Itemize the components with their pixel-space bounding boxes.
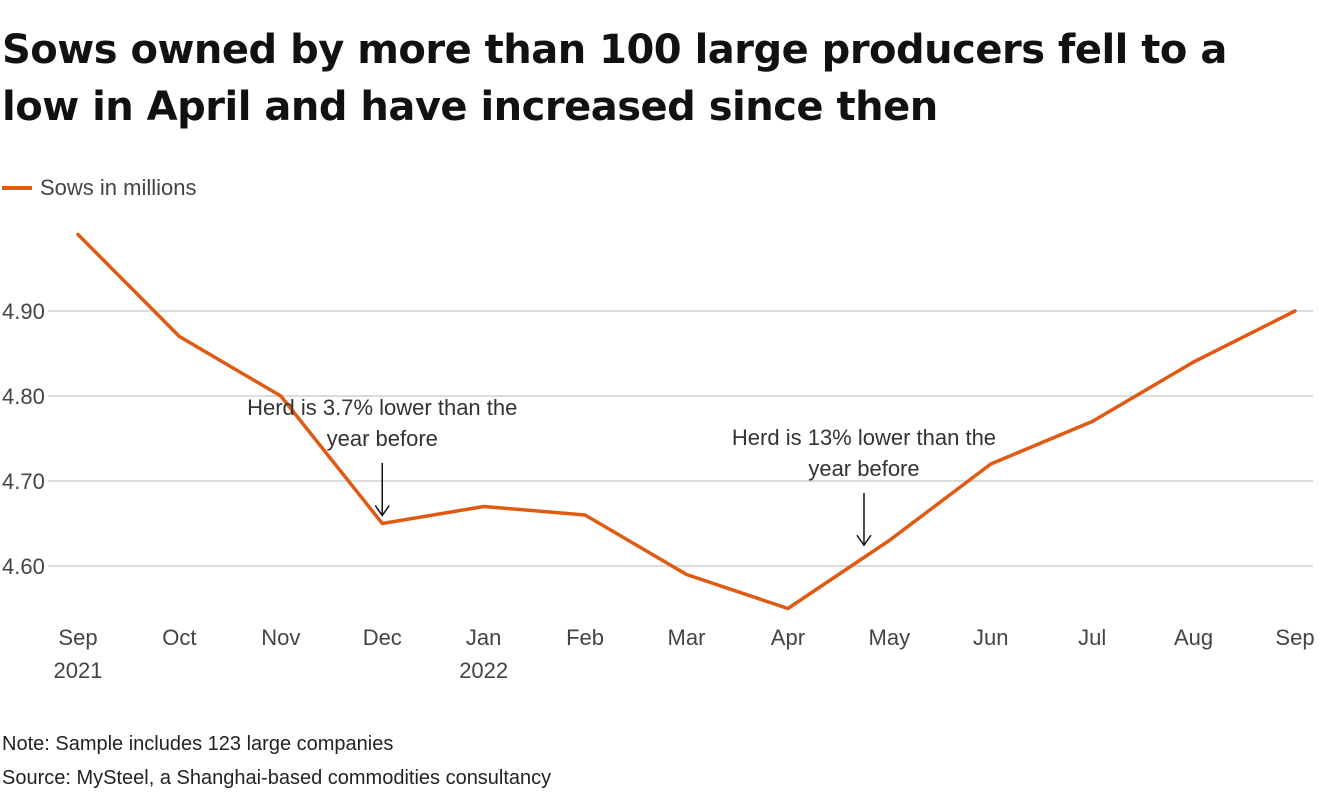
x-tick-label: Sep [1275,625,1314,650]
annotation-text: Herd is 13% lower than the [732,425,996,450]
x-tick-label: Apr [771,625,805,650]
x-tick-label: Feb [566,625,604,650]
y-tick-label: 4.60 [2,554,45,579]
x-tick-label: Nov [261,625,300,650]
legend: Sows in millions [2,175,197,201]
x-tick-label: Aug [1174,625,1213,650]
chart-note: Note: Sample includes 123 large companie… [2,733,394,755]
x-tick-label: Mar [668,625,706,650]
y-tick-label: 4.80 [2,384,45,409]
chart-source: Source: MySteel, a Shanghai-based commod… [2,767,552,789]
x-tick-label: Jul [1078,625,1106,650]
x-tick-label: May [869,625,911,650]
chart-title: Sows owned by more than 100 large produc… [2,27,1227,130]
x-tick-label: Jan [466,625,501,650]
annotation-arrowhead [856,534,872,547]
y-tick-label: 4.90 [2,299,45,324]
legend-label: Sows in millions [40,175,197,200]
annotation-arrowhead [374,505,390,517]
series-line [76,232,1297,611]
annotation-text: year before [327,426,438,451]
legend-swatch [2,186,32,190]
y-tick-label: 4.70 [2,469,45,494]
x-tick-label: Oct [162,625,196,650]
x-tick-label: Dec [363,625,402,650]
annotation-text: year before [808,456,919,481]
annotation-text: Herd is 3.7% lower than the [247,395,517,420]
x-tick-label: Sep [58,625,97,650]
x-tick-year-label: 2021 [54,658,103,683]
x-tick-label: Jun [973,625,1008,650]
x-tick-year-label: 2022 [459,658,508,683]
